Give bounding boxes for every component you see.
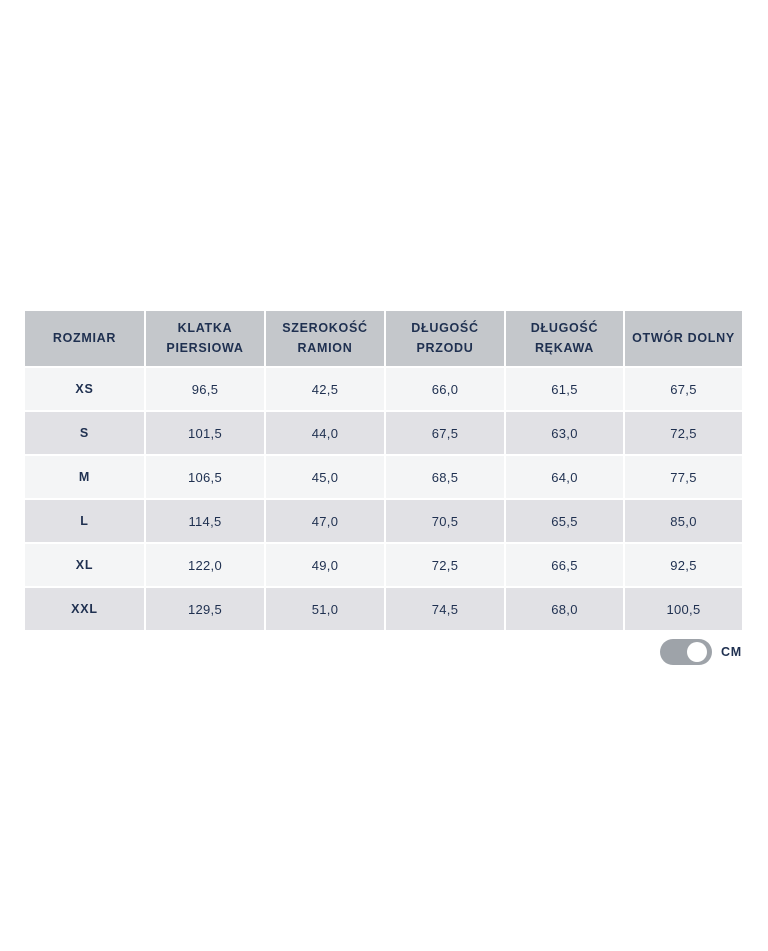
cell-front-length: 70,5 xyxy=(386,500,504,542)
cell-chest: 122,0 xyxy=(146,544,264,586)
cell-front-length: 66,0 xyxy=(386,368,504,410)
column-header-line1: DŁUGOŚĆ xyxy=(411,321,479,336)
cell-size: S xyxy=(25,412,144,454)
column-header-line1: ROZMIAR xyxy=(52,330,117,345)
cell-sleeve-length: 65,5 xyxy=(506,500,623,542)
table-row: S 101,5 44,0 67,5 63,0 72,5 xyxy=(25,412,742,454)
column-header-line1: KLATKA xyxy=(177,321,233,336)
column-header-line2: RAMION xyxy=(297,340,353,355)
cell-chest: 101,5 xyxy=(146,412,264,454)
column-header-klatka-piersiowa: KLATKA PIERSIOWA xyxy=(146,311,264,366)
unit-switch-row: CM xyxy=(25,637,742,667)
cell-bottom-opening: 67,5 xyxy=(625,368,742,410)
unit-toggle-switch[interactable] xyxy=(659,639,712,665)
column-header-rozmiar: ROZMIAR xyxy=(25,311,144,366)
cell-chest: 129,5 xyxy=(146,588,264,630)
table-row: XS 96,5 42,5 66,0 61,5 67,5 xyxy=(25,368,742,410)
cell-front-length: 74,5 xyxy=(386,588,504,630)
table-header: ROZMIAR KLATKA PIERSIOWA SZEROKOŚĆ RAMIO… xyxy=(25,311,742,366)
cell-front-length: 68,5 xyxy=(386,456,504,498)
cell-shoulder: 47,0 xyxy=(266,500,384,542)
cell-sleeve-length: 64,0 xyxy=(506,456,623,498)
cell-chest: 96,5 xyxy=(146,368,264,410)
size-chart-table-container: ROZMIAR KLATKA PIERSIOWA SZEROKOŚĆ RAMIO… xyxy=(25,311,742,630)
table-row: XL 122,0 49,0 72,5 66,5 92,5 xyxy=(25,544,742,586)
table-row: XXL 129,5 51,0 74,5 68,0 100,5 xyxy=(25,588,742,630)
cell-size: XS xyxy=(25,368,144,410)
table-body: XS 96,5 42,5 66,0 61,5 67,5 S 101,5 44,0… xyxy=(25,368,742,630)
column-header-line1: OTWÓR DOLNY xyxy=(632,330,735,345)
column-header-szerokosc-ramion: SZEROKOŚĆ RAMION xyxy=(266,311,384,366)
cell-sleeve-length: 66,5 xyxy=(506,544,623,586)
cell-size: XXL xyxy=(25,588,144,630)
cell-sleeve-length: 61,5 xyxy=(506,368,623,410)
cell-sleeve-length: 68,0 xyxy=(506,588,623,630)
column-header-line1: DŁUGOŚĆ xyxy=(530,321,599,336)
column-header-dlugosc-rekawa: DŁUGOŚĆ RĘKAWA xyxy=(506,311,623,366)
column-header-line2: PRZODU xyxy=(416,340,474,355)
cell-shoulder: 51,0 xyxy=(266,588,384,630)
column-header-line1: SZEROKOŚĆ xyxy=(282,321,368,336)
column-header-dlugosc-przodu: DŁUGOŚĆ PRZODU xyxy=(386,311,504,366)
table-header-row: ROZMIAR KLATKA PIERSIOWA SZEROKOŚĆ RAMIO… xyxy=(25,311,742,366)
cell-size: XL xyxy=(25,544,144,586)
cell-bottom-opening: 77,5 xyxy=(625,456,742,498)
cell-size: L xyxy=(25,500,144,542)
unit-label: CM xyxy=(720,645,742,659)
cell-chest: 114,5 xyxy=(146,500,264,542)
column-header-line2: RĘKAWA xyxy=(534,340,595,355)
table-row: M 106,5 45,0 68,5 64,0 77,5 xyxy=(25,456,742,498)
size-chart-table: ROZMIAR KLATKA PIERSIOWA SZEROKOŚĆ RAMIO… xyxy=(23,309,744,632)
cell-shoulder: 49,0 xyxy=(266,544,384,586)
cell-bottom-opening: 100,5 xyxy=(625,588,742,630)
cell-front-length: 72,5 xyxy=(386,544,504,586)
cell-shoulder: 45,0 xyxy=(266,456,384,498)
cell-sleeve-length: 63,0 xyxy=(506,412,623,454)
cell-shoulder: 44,0 xyxy=(266,412,384,454)
cell-shoulder: 42,5 xyxy=(266,368,384,410)
cell-front-length: 67,5 xyxy=(386,412,504,454)
column-header-line2: PIERSIOWA xyxy=(166,340,244,355)
cell-bottom-opening: 85,0 xyxy=(625,500,742,542)
table-row: L 114,5 47,0 70,5 65,5 85,0 xyxy=(25,500,742,542)
toggle-knob-icon xyxy=(686,642,707,662)
cell-size: M xyxy=(25,456,144,498)
column-header-otwor-dolny: OTWÓR DOLNY xyxy=(625,311,742,366)
cell-chest: 106,5 xyxy=(146,456,264,498)
cell-bottom-opening: 72,5 xyxy=(625,412,742,454)
cell-bottom-opening: 92,5 xyxy=(625,544,742,586)
